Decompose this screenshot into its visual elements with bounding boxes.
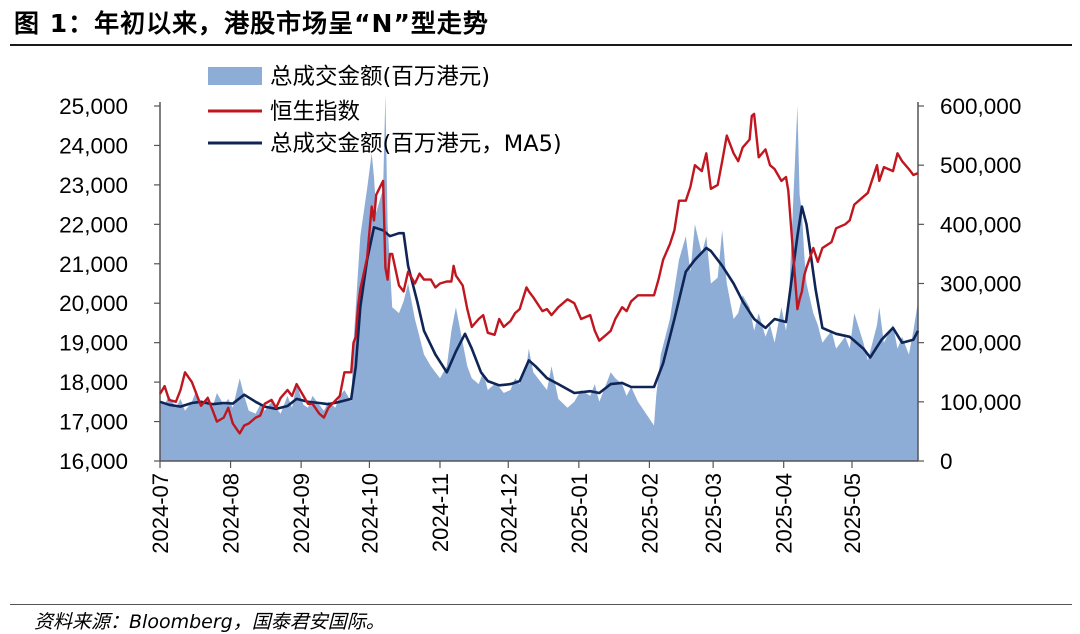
legend-label-volume: 总成交金额(百万港元): [270, 64, 490, 90]
y-left-tick-label: 24,000: [59, 133, 128, 158]
y-right-tick-label: 0: [940, 449, 953, 474]
y-left-tick-label: 25,000: [59, 94, 128, 119]
y-right-tick-label: 300,000: [940, 272, 1021, 297]
x-tick-label: 2024-08: [219, 473, 244, 554]
x-tick-label: 2024-11: [428, 473, 453, 552]
ma5-series-line: [159, 205, 920, 411]
y-left-tick-label: 20,000: [59, 291, 128, 316]
y-left-tick-label: 19,000: [59, 331, 128, 356]
source-rule: [10, 604, 1072, 605]
y-left-tick-label: 22,000: [59, 212, 128, 237]
x-tick-label: 2025-05: [840, 473, 865, 554]
figure-title: 图 1：年初以来，港股市场呈“N”型走势: [14, 9, 489, 38]
source-note: 资料来源：Bloomberg，国泰君安国际。: [34, 611, 385, 633]
title-rule: [10, 44, 1072, 46]
index-line-layer: [158, 112, 919, 435]
legend-label-index: 恒生指数: [270, 99, 360, 125]
y-left-tick-label: 16,000: [59, 449, 128, 474]
ma5-line-layer: [159, 205, 920, 411]
legend-swatch-volume: [208, 67, 262, 85]
y-right-tick-label: 100,000: [940, 390, 1021, 415]
x-tick-label: 2024-12: [496, 473, 521, 554]
x-tick-label: 2024-07: [148, 473, 173, 554]
hang-seng-index-line: [158, 112, 919, 435]
chart: 25,000 24,000 23,000 22,000 21,000 20,000 19,0…: [59, 64, 1021, 554]
y-right-tick-label: 400,000: [940, 212, 1021, 237]
y-left-tick-label: 23,000: [59, 173, 128, 198]
x-tick-label: 2024-10: [357, 473, 382, 554]
x-tick-label: 2025-04: [772, 473, 797, 554]
y-left-tick-label: 18,000: [59, 370, 128, 395]
y-right-tick-label: 600,000: [940, 94, 1021, 119]
y-right-tick-label: 200,000: [940, 331, 1021, 356]
volume-area-layer: [160, 94, 918, 461]
x-tick-label: 2025-03: [701, 473, 726, 554]
axes-layer: 25,000 24,000 23,000 22,000 21,000 20,000 19,0…: [59, 94, 1021, 554]
x-tick-label: 2025-02: [637, 473, 662, 554]
x-tick-label: 2024-09: [289, 473, 314, 554]
volume-area: [160, 94, 918, 461]
y-right-tick-label: 500,000: [940, 153, 1021, 178]
x-tick-label: 2025-01: [567, 473, 592, 554]
y-left-tick-label: 17,000: [59, 410, 128, 435]
y-left-tick-label: 21,000: [59, 252, 128, 277]
legend-label-ma5: 总成交金额(百万港元，MA5): [270, 131, 562, 157]
